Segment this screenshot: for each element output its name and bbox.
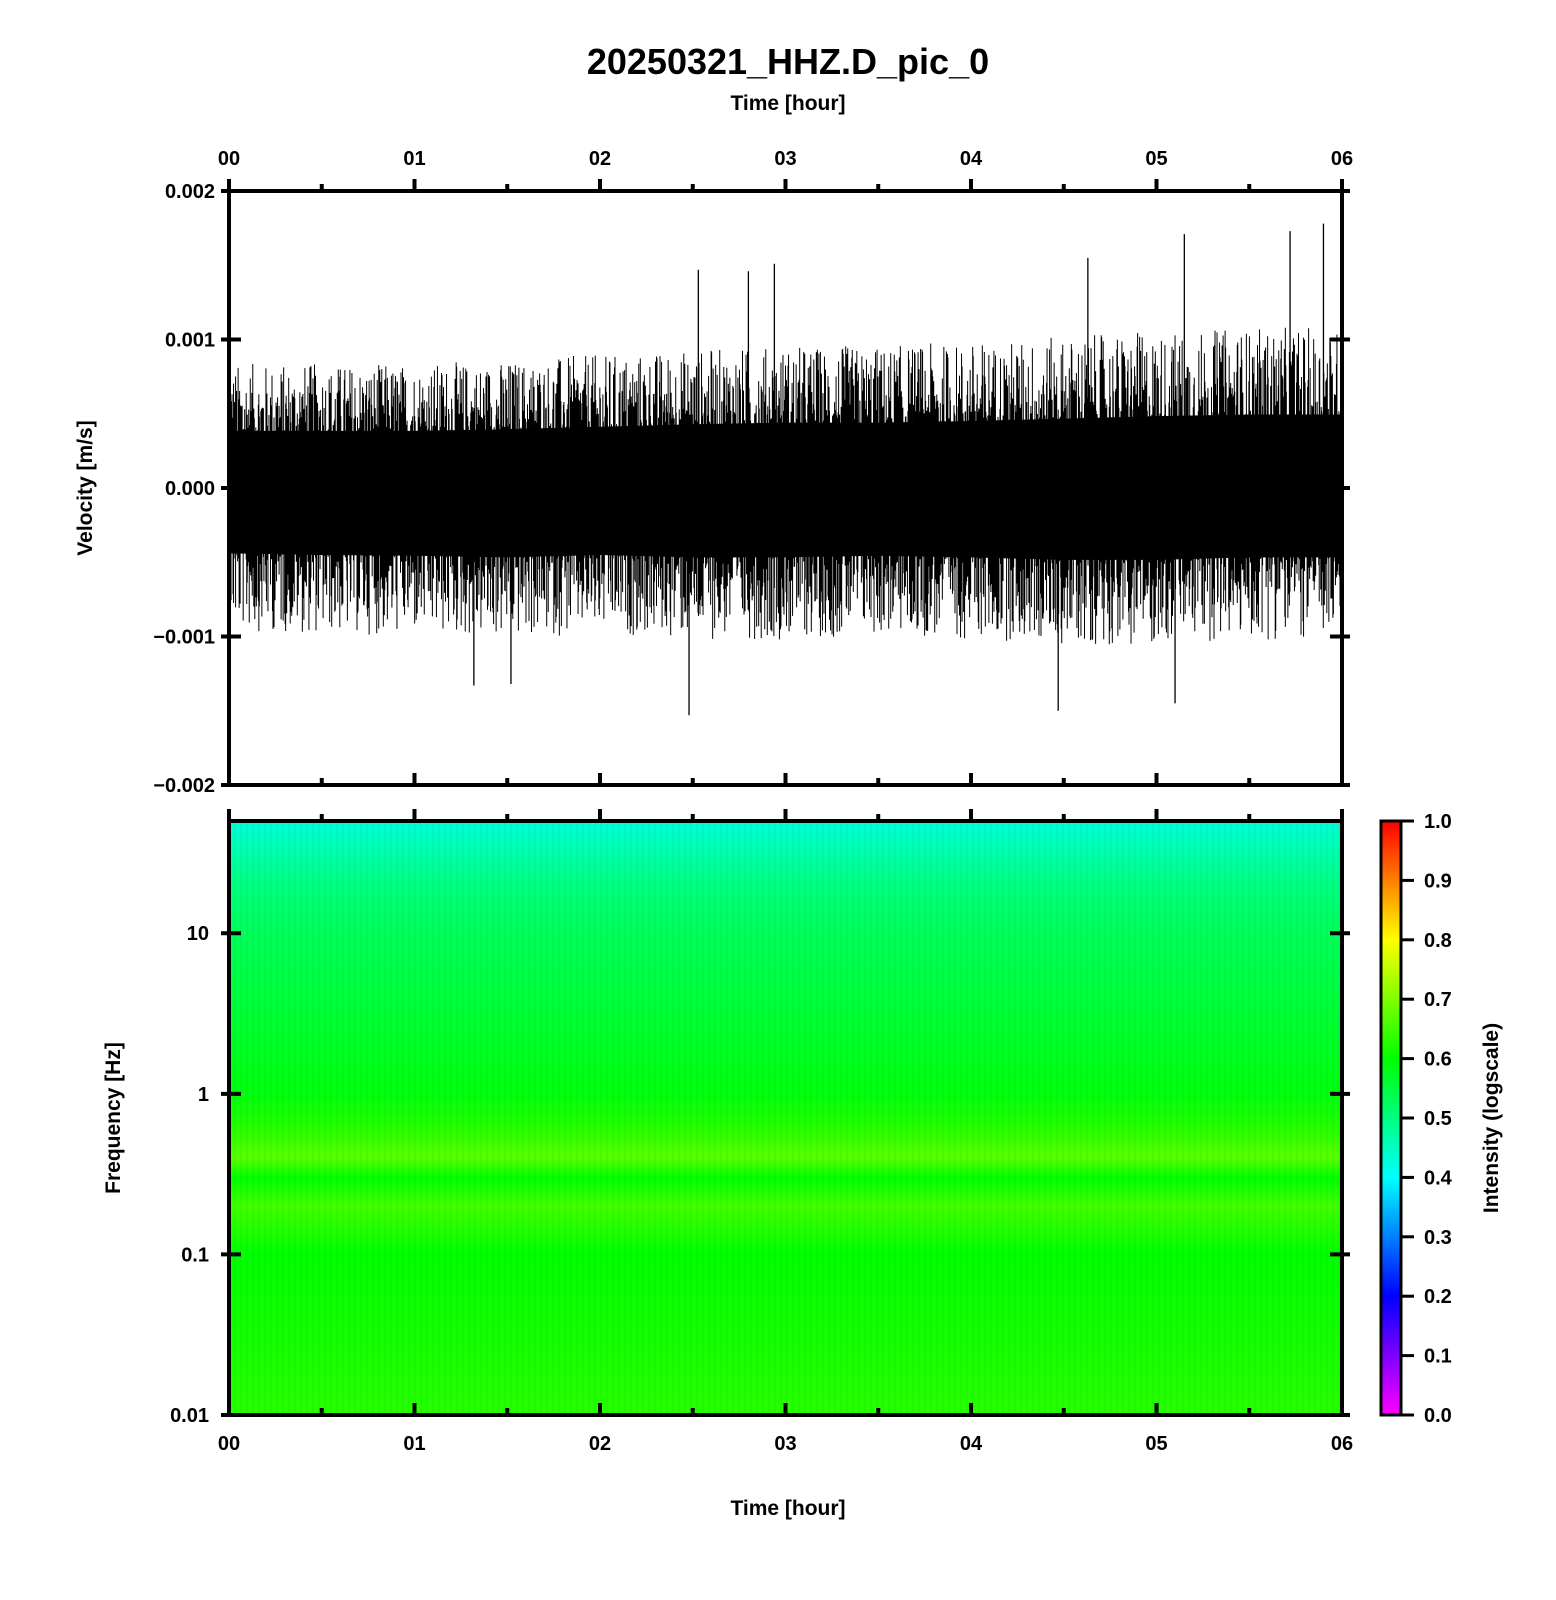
x-tick-label: 02	[589, 148, 611, 170]
x-tick-label: 00	[218, 148, 240, 170]
velocity-trace	[229, 223, 1342, 716]
top-x-axis-label: Time [hour]	[730, 92, 845, 115]
x-tick-label: 04	[960, 1433, 983, 1455]
x-tick-label: 06	[1331, 1433, 1353, 1455]
chart-title: 20250321_HHZ.D_pic_0	[587, 41, 989, 82]
x-tick-label: 04	[960, 148, 983, 170]
colorbar-tick-label: 0.5	[1424, 1108, 1452, 1130]
colorbar-tick-label: 0.8	[1424, 930, 1452, 952]
x-tick-label: 01	[403, 148, 425, 170]
spectrogram-x-ticks: 00 01 02 03 04 05 06	[218, 809, 1353, 1455]
waveform-y-axis-label: Velocity [m/s]	[74, 420, 97, 555]
x-tick-label: 03	[774, 1433, 796, 1455]
x-tick-label: 03	[774, 148, 796, 170]
y-tick-label: 0.1	[181, 1244, 209, 1266]
colorbar-tick-label: 0.2	[1424, 1286, 1452, 1308]
y-tick-label: 0.001	[165, 330, 215, 352]
colorbar-tick-label: 0.3	[1424, 1227, 1452, 1249]
spectrogram-panel: 00 01 02 03 04 05 06 10 1 0.1 0.01 Frequency [Hz]…	[102, 809, 1353, 1520]
colorbar-gradient	[1379, 819, 1403, 1417]
y-tick-label: 0.002	[165, 181, 215, 203]
colorbar-tick-label: 0.0	[1424, 1405, 1452, 1427]
waveform-y-ticks: 0.002 0.001 0.000 −0.001 −0.002	[153, 181, 1350, 797]
velocity-trace-core	[229, 414, 1342, 560]
colorbar: 1.0 0.9 0.8 0.7 0.6 0.5 0.4 0.3 0.2 0.1 0.0 Intens…	[1379, 811, 1503, 1427]
colorbar-tick-label: 0.6	[1424, 1049, 1452, 1071]
colorbar-tick-label: 1.0	[1424, 811, 1452, 833]
colorbar-tick-label: 0.4	[1424, 1167, 1453, 1189]
waveform-top-x-ticks: 00 01 02 03 04 05 06	[218, 148, 1353, 785]
y-tick-label: 10	[187, 923, 209, 945]
spectrogram-stripes	[229, 821, 1342, 1415]
x-tick-label: 00	[218, 1433, 240, 1455]
x-tick-label: 05	[1145, 1433, 1167, 1455]
spectrogram-y-axis-label: Frequency [Hz]	[102, 1042, 125, 1194]
colorbar-tick-label: 0.7	[1424, 989, 1452, 1011]
bottom-x-axis-label: Time [hour]	[730, 1497, 845, 1520]
y-tick-label: 0.01	[170, 1405, 209, 1427]
colorbar-tick-label: 0.1	[1424, 1346, 1452, 1368]
x-tick-label: 02	[589, 1433, 611, 1455]
y-tick-label: 0.000	[165, 478, 215, 500]
y-tick-label: −0.002	[153, 775, 215, 797]
waveform-panel: 00 01 02 03 04 05 06 0.002 0.001 0.000 −0.001 −0.0…	[74, 148, 1353, 797]
x-tick-label: 01	[403, 1433, 425, 1455]
y-tick-label: 1	[198, 1084, 209, 1106]
spectrogram-y-ticks: 10 1 0.1 0.01	[170, 923, 1350, 1427]
y-tick-label: −0.001	[153, 627, 215, 649]
colorbar-label: Intensity (logscale)	[1480, 1023, 1503, 1213]
colorbar-tick-label: 0.9	[1424, 870, 1452, 892]
x-tick-label: 06	[1331, 148, 1353, 170]
colorbar-ticks: 1.0 0.9 0.8 0.7 0.6 0.5 0.4 0.3 0.2 0.1 0.0	[1401, 811, 1453, 1427]
x-tick-label: 05	[1145, 148, 1167, 170]
